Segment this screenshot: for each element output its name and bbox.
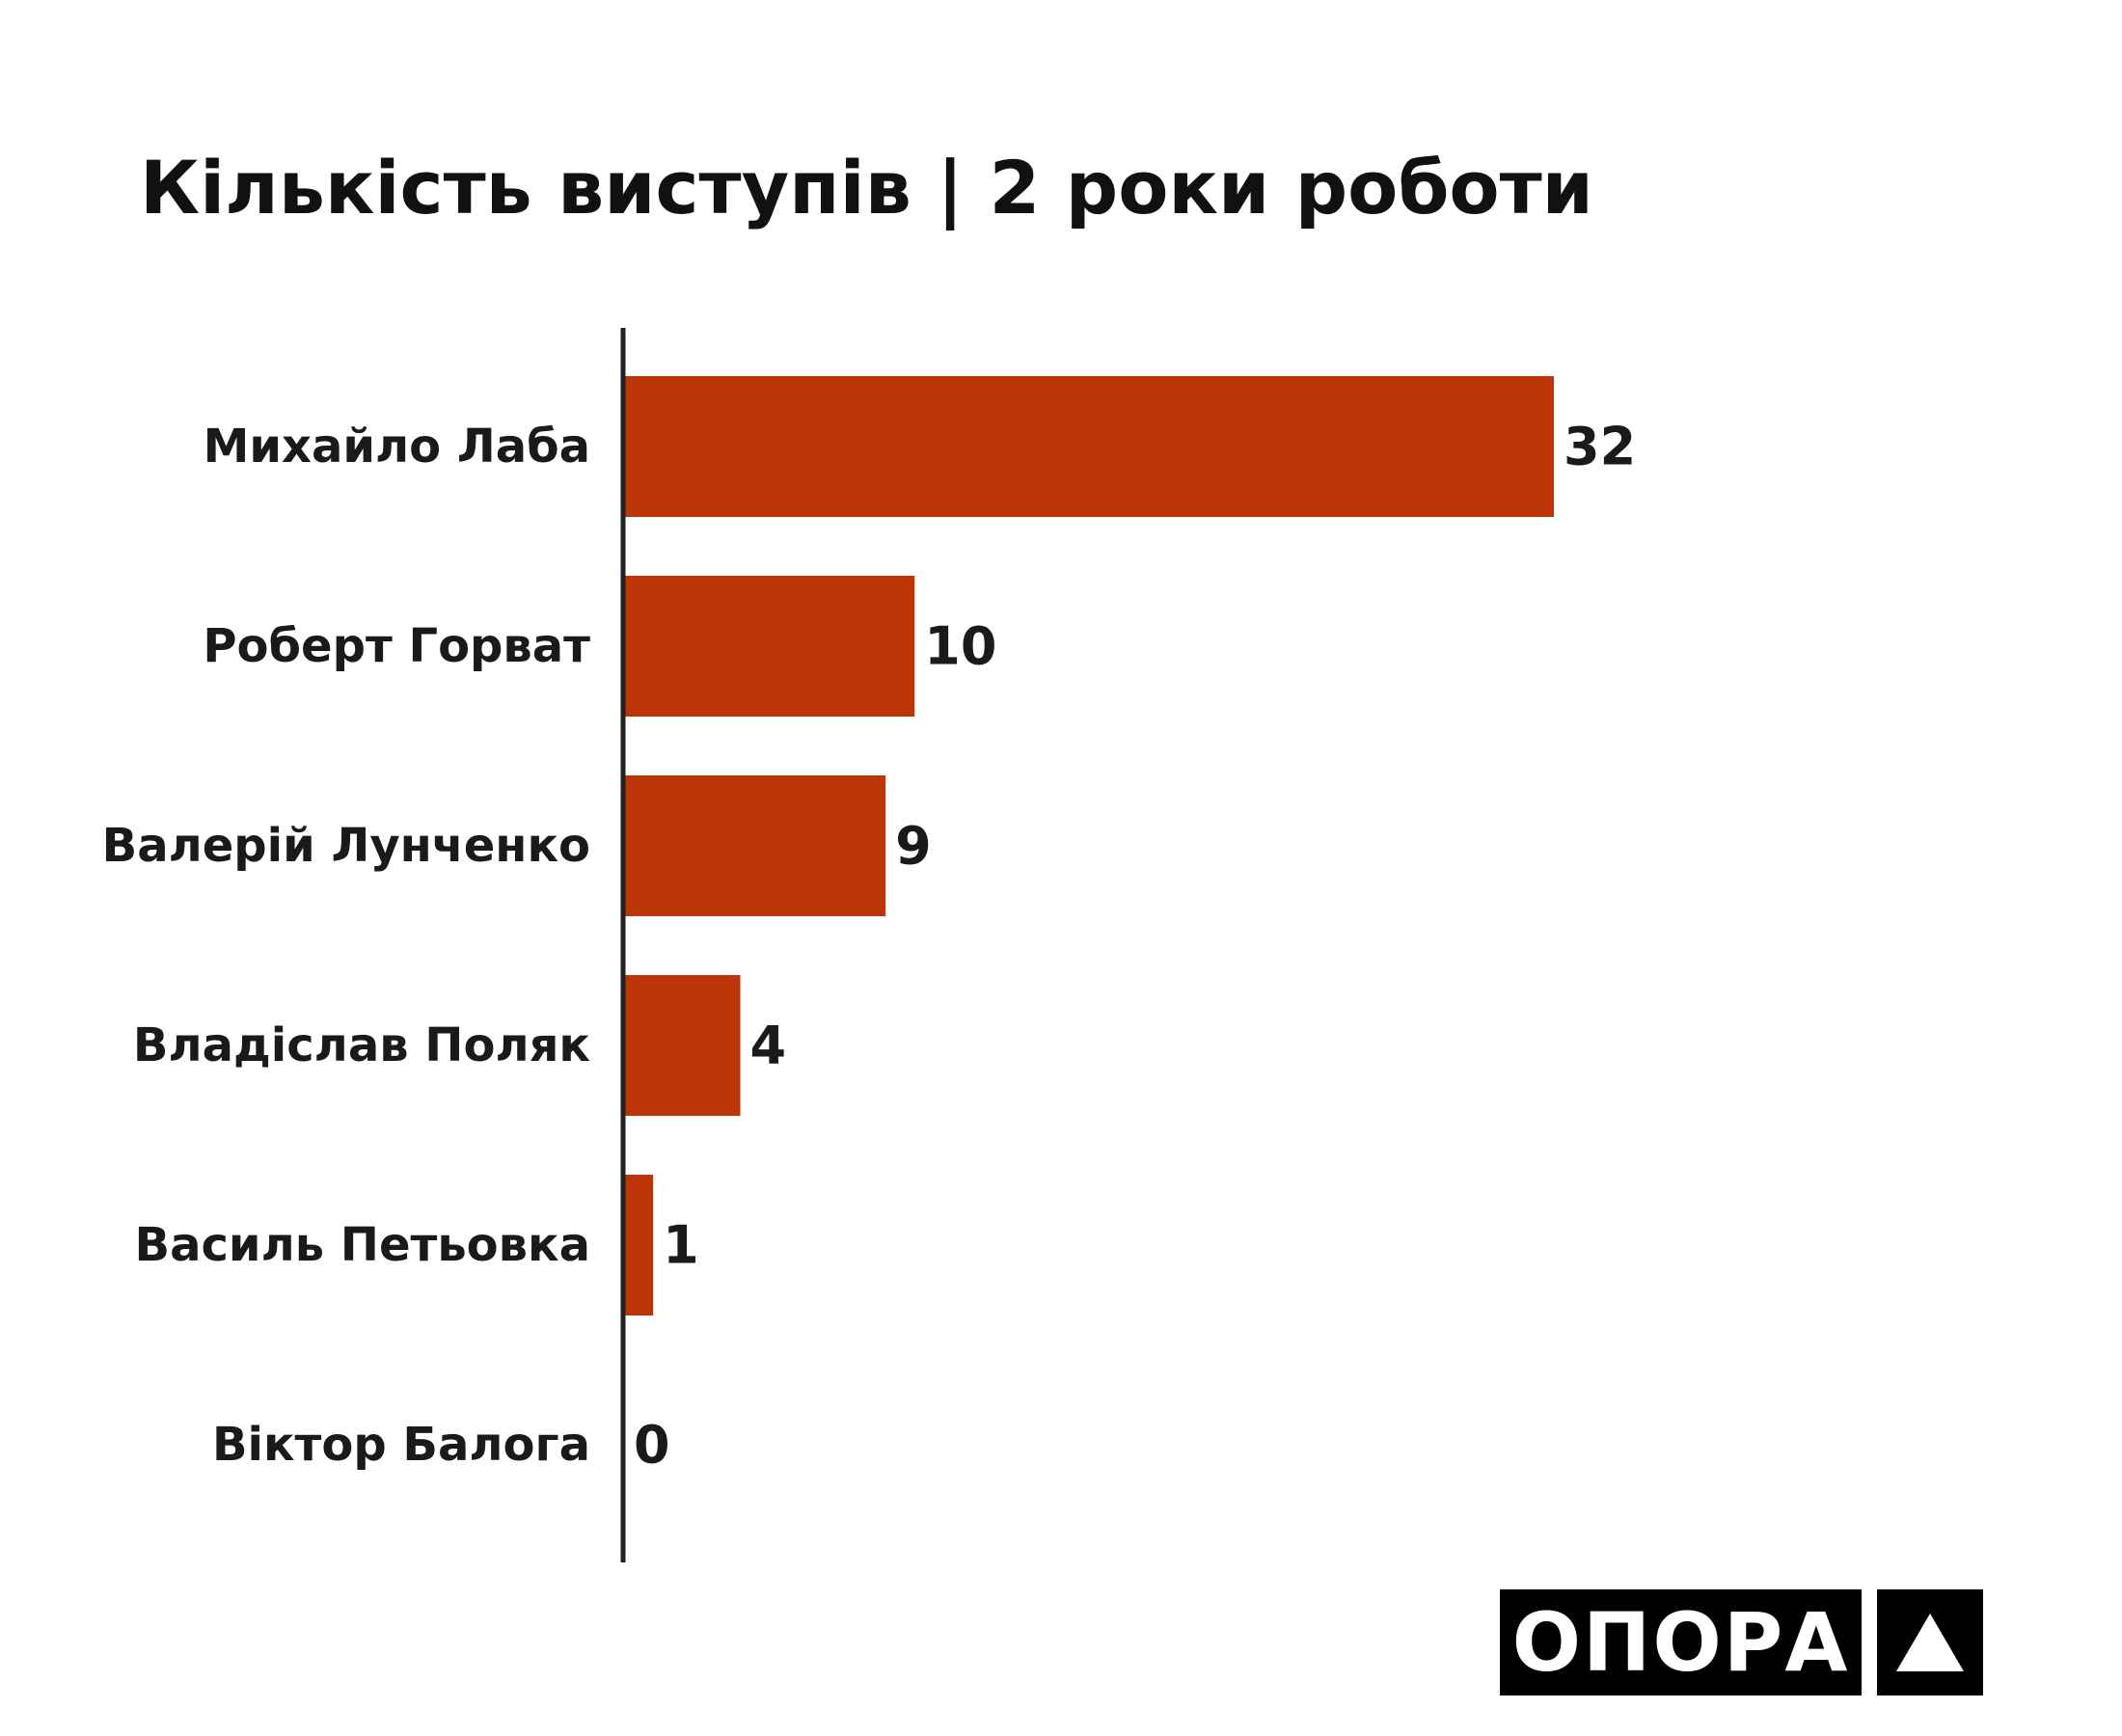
chart-title: Кількість виступів | 2 роки роботи bbox=[140, 145, 1593, 231]
bar-0 bbox=[624, 376, 1554, 517]
category-label-0: Михайло Лаба bbox=[204, 420, 590, 474]
value-label-4: 1 bbox=[663, 1215, 699, 1276]
triangle-up-icon bbox=[1877, 1589, 1983, 1695]
value-label-5: 0 bbox=[634, 1415, 670, 1476]
category-label-1: Роберт Горват bbox=[203, 619, 590, 673]
category-label-4: Василь Петьовка bbox=[135, 1218, 591, 1272]
value-label-0: 32 bbox=[1564, 417, 1636, 477]
opora-logo: ОПОРА bbox=[1500, 1589, 1983, 1695]
category-label-5: Віктор Балога bbox=[212, 1418, 590, 1472]
logo-wordmark: ОПОРА bbox=[1500, 1589, 1862, 1695]
value-label-1: 10 bbox=[924, 616, 996, 677]
category-label-3: Владіслав Поляк bbox=[133, 1018, 590, 1072]
value-label-3: 4 bbox=[750, 1016, 787, 1076]
bar-4 bbox=[624, 1175, 654, 1316]
value-label-2: 9 bbox=[895, 816, 932, 877]
bar-2 bbox=[624, 775, 886, 916]
category-label-2: Валерій Лунченко bbox=[102, 819, 590, 873]
bar-1 bbox=[624, 576, 915, 717]
bar-3 bbox=[624, 975, 741, 1116]
